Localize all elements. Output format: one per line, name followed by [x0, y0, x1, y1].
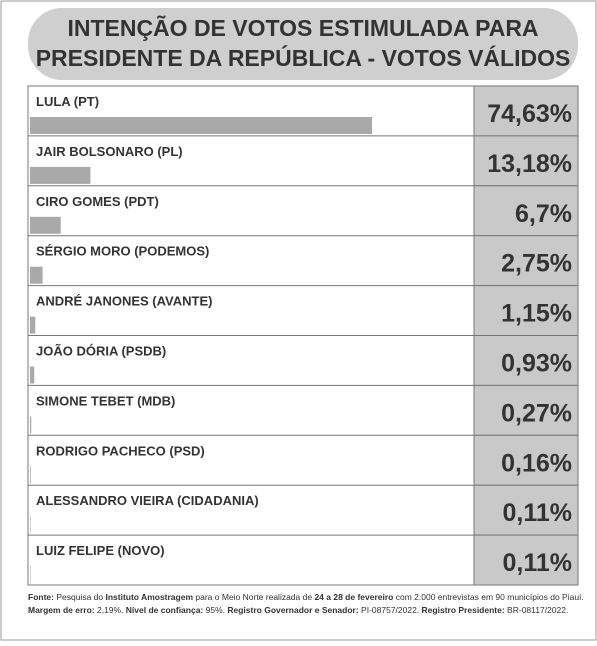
category-label: ALESSANDRO VIEIRA (CIDADANIA) [36, 493, 259, 508]
footnote-run: 95%. [203, 605, 227, 615]
bar [30, 316, 36, 334]
category-label: RODRIGO PACHECO (PSD) [36, 443, 205, 458]
footnote-run: Registro Presidente: [422, 605, 505, 615]
value-label: 2,75% [501, 250, 572, 278]
footnote-run: 24 a 28 de fevereiro [314, 592, 393, 602]
footnote-run: com 2.000 entrevistas em 90 municípios d… [393, 592, 583, 602]
value-cell [473, 135, 579, 187]
category-label: ANDRÉ JANONES (AVANTE) [36, 294, 212, 309]
value-label: 74,63% [487, 100, 572, 128]
value-label: 1,15% [501, 300, 572, 328]
bar [30, 566, 31, 584]
value-cell [473, 384, 579, 436]
chart-title: PRESIDENTE DA REPÚBLICA - VOTOS VÁLIDOS [36, 44, 571, 71]
category-label: CIRO GOMES (PDT) [36, 194, 159, 209]
footnote-run: Margem de erro: [28, 605, 95, 615]
category-label: JAIR BOLSONARO (PL) [36, 144, 183, 159]
footnote-run: Registro Governador e Senador: [227, 605, 358, 615]
footnote-run: Fonte: [28, 592, 54, 602]
value-label: 6,7% [515, 200, 572, 228]
value-label: 0,11% [502, 549, 572, 577]
bar [30, 416, 32, 434]
value-cell [473, 484, 579, 536]
footnote-run: BR-08117/2022. [505, 605, 569, 615]
value-label: 0,27% [501, 399, 572, 427]
footnote-run: PI-08757/2022. [359, 605, 422, 615]
footnote: Margem de erro: 2,19%. Nível de confianç… [28, 605, 568, 615]
category-label: SÉRGIO MORO (PODEMOS) [36, 244, 209, 259]
footnote-run: para o Meio Norte realizada de [193, 592, 314, 602]
footnote-run: Pesquisa do [54, 592, 106, 602]
value-cell [473, 434, 579, 486]
bar [30, 266, 43, 284]
bar [30, 166, 91, 184]
bar [30, 117, 372, 134]
value-cell [473, 185, 579, 237]
value-label: 0,16% [501, 449, 572, 477]
footnote-run: Nível de confiança: [126, 605, 204, 615]
value-label: 0,11% [502, 499, 572, 527]
footnote: Fonte: Pesquisa do Instituto Amostragem … [28, 592, 584, 602]
footnote-run: 2,19%. [95, 605, 126, 615]
value-cell [473, 235, 579, 287]
value-cell [473, 534, 579, 586]
value-cell [473, 335, 579, 386]
bar [30, 216, 61, 234]
chart-title: INTENÇÃO DE VOTOS ESTIMULADA PARA [67, 14, 538, 41]
title-pill [28, 8, 578, 80]
bar [30, 516, 31, 534]
value-label: 0,93% [501, 350, 572, 378]
value-cell [473, 85, 579, 137]
bar [30, 366, 35, 384]
value-cell [473, 285, 579, 337]
footnote-run: Instituto Amostragem [105, 592, 193, 602]
category-label: JOÃO DÓRIA (PSDB) [36, 344, 166, 359]
category-label: LULA (PT) [36, 94, 99, 109]
category-label: SIMONE TEBET (MDB) [36, 393, 175, 408]
category-label: LUIZ FELIPE (NOVO) [36, 543, 165, 558]
value-label: 13,18% [487, 150, 572, 178]
bar [30, 466, 31, 484]
